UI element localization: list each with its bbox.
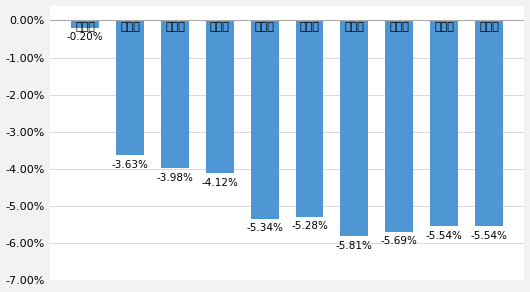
Text: 第九个: 第九个 <box>434 22 454 32</box>
Bar <box>430 20 458 226</box>
Text: -5.28%: -5.28% <box>291 221 328 231</box>
Text: 第五个: 第五个 <box>255 22 275 32</box>
Text: -3.63%: -3.63% <box>112 160 148 170</box>
Text: -4.12%: -4.12% <box>201 178 238 188</box>
Text: 第二个: 第二个 <box>120 22 140 32</box>
Text: -3.98%: -3.98% <box>156 173 193 183</box>
Text: -5.34%: -5.34% <box>246 223 283 233</box>
Bar <box>116 20 144 155</box>
Text: -5.81%: -5.81% <box>336 241 373 251</box>
Text: 第六个: 第六个 <box>299 22 320 32</box>
Text: 第三个: 第三个 <box>165 22 185 32</box>
Text: 第四个: 第四个 <box>210 22 230 32</box>
Text: 第十个: 第十个 <box>479 22 499 32</box>
Text: -0.20%: -0.20% <box>67 32 103 42</box>
Bar <box>385 20 413 232</box>
Text: 第一个: 第一个 <box>75 22 95 32</box>
Bar <box>251 20 279 219</box>
Text: 第七个: 第七个 <box>344 22 364 32</box>
Text: -5.69%: -5.69% <box>381 236 418 246</box>
Bar <box>296 20 323 217</box>
Bar <box>340 20 368 236</box>
Bar <box>206 20 234 173</box>
Bar <box>161 20 189 168</box>
Text: -5.54%: -5.54% <box>471 231 507 241</box>
Text: -5.54%: -5.54% <box>426 231 463 241</box>
Text: 第八个: 第八个 <box>390 22 409 32</box>
Bar <box>72 20 99 28</box>
Bar <box>475 20 503 226</box>
